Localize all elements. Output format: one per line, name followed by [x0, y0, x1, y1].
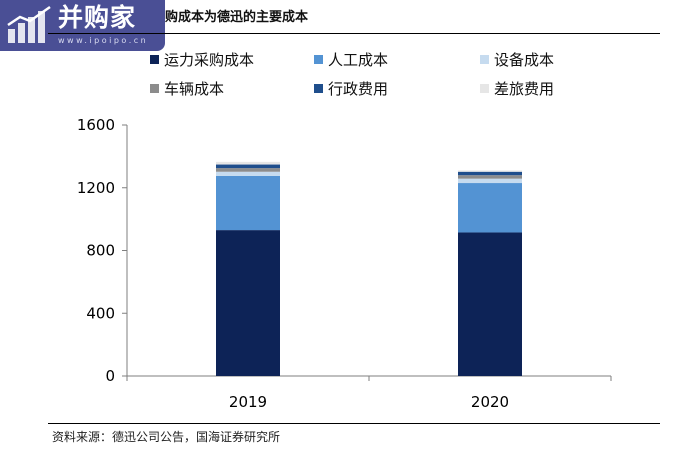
bar-segment [216, 175, 280, 231]
chart-trend-icon [7, 5, 51, 43]
legend-swatch [480, 55, 489, 64]
legend-swatch [150, 84, 159, 93]
bar-segment [216, 230, 280, 376]
bar-segment [458, 170, 522, 172]
y-tick-label: 1200 [77, 179, 115, 197]
bar-segment [458, 171, 522, 176]
bar-segment [216, 164, 280, 169]
y-tick-label: 800 [86, 242, 115, 260]
bar-segment [216, 161, 280, 165]
bar-segment [458, 232, 522, 376]
bar-segment [216, 171, 280, 176]
bar-segment [216, 168, 280, 172]
legend-swatch [314, 55, 323, 64]
x-tick-label: 2020 [471, 393, 509, 411]
legend-swatch [150, 55, 159, 64]
legend-label: 车辆成本 [164, 80, 225, 98]
bar-segment [458, 178, 522, 184]
watermark-logo: 并购家 www.ipoipo.cn [0, 0, 165, 51]
legend-label: 运力采购成本 [164, 51, 255, 69]
legend-swatch [314, 84, 323, 93]
title-divider [48, 33, 660, 34]
watermark-brand: 并购家 [58, 3, 137, 32]
y-tick-label: 1600 [77, 116, 115, 134]
watermark-url: www.ipoipo.cn [58, 36, 149, 45]
y-tick-label: 0 [105, 367, 115, 385]
legend-swatch [480, 84, 489, 93]
bar-segment [458, 183, 522, 233]
source-note: 资料来源：德迅公司公告，国海证券研究所 [52, 430, 281, 444]
page-title: 购成本为德迅的主要成本 [165, 10, 309, 25]
legend-label: 人工成本 [328, 51, 389, 69]
legend-label: 行政费用 [328, 80, 389, 98]
legend-label: 差旅费用 [494, 80, 555, 98]
footer-divider [48, 423, 660, 424]
y-tick-label: 400 [86, 304, 115, 322]
bar-segment [458, 175, 522, 179]
legend-label: 设备成本 [494, 51, 555, 69]
x-tick-label: 2019 [229, 393, 267, 411]
